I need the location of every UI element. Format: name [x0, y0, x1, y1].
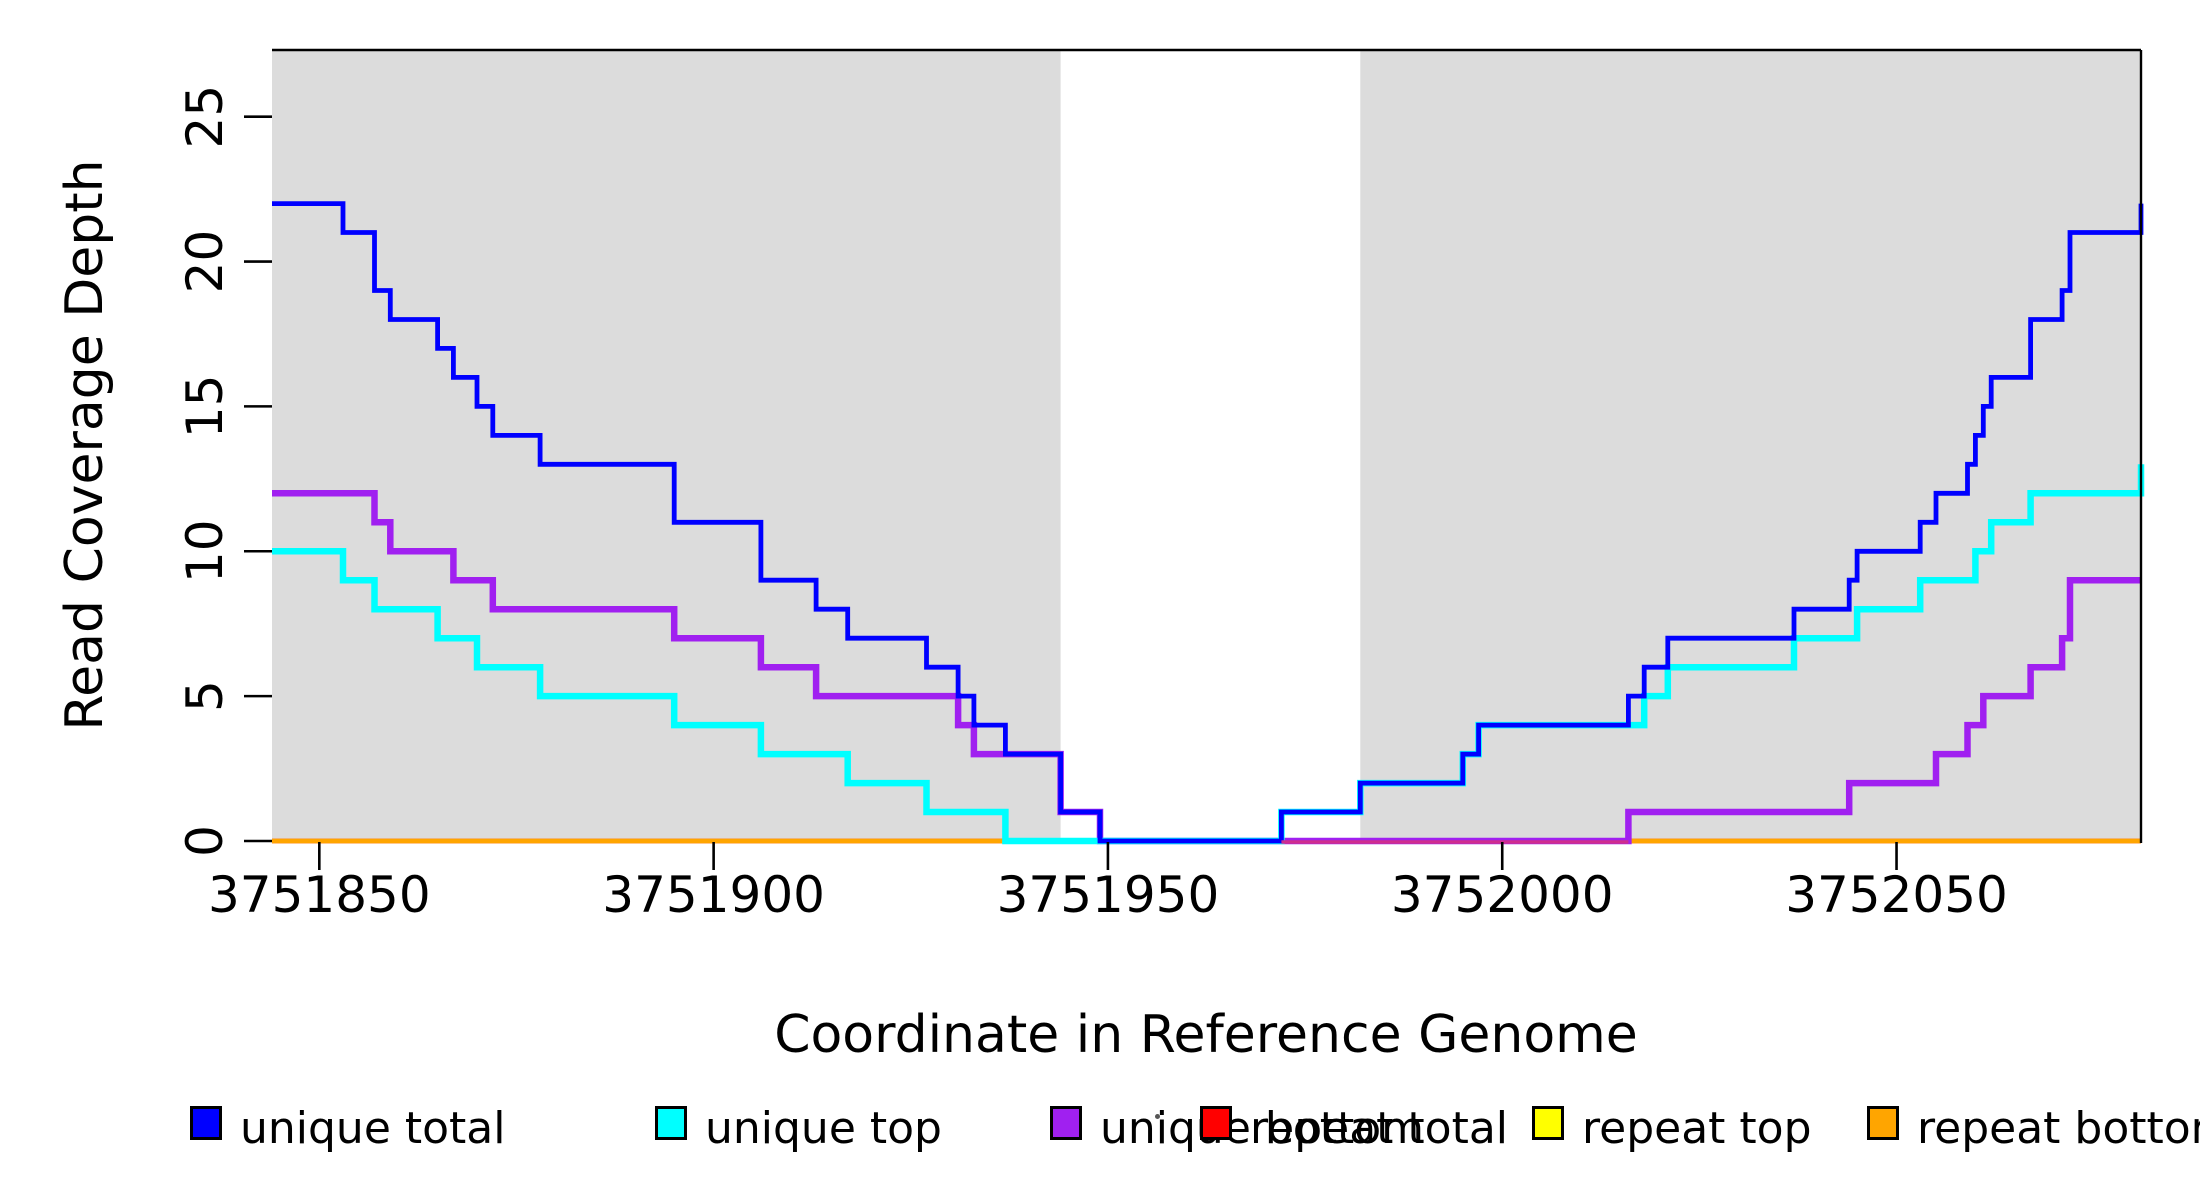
legend-label-repeat-top: repeat top — [1582, 1103, 1812, 1154]
y-tick-label: 20 — [176, 230, 234, 294]
y-tick-label: 10 — [176, 519, 234, 583]
legend-swatch-unique-top — [655, 1106, 687, 1140]
legend-label-unique-bottom: unique bottom — [1100, 1103, 1425, 1154]
x-tick-label: 3752050 — [1785, 866, 2008, 924]
legend-label-repeat-total: repeat total — [1250, 1103, 1509, 1154]
shaded-region-0 — [272, 50, 1061, 842]
y-axis-title: Read Coverage Depth — [55, 159, 115, 731]
legend-swatch-repeat-bottom — [1867, 1106, 1899, 1140]
legend-separator-dot — [1155, 1114, 1160, 1119]
legend-label-unique-top: unique top — [705, 1103, 942, 1154]
legend-swatch-repeat-total — [1200, 1106, 1232, 1140]
x-tick-label: 3752000 — [1391, 866, 1614, 924]
legend-label-unique-total: unique total — [240, 1103, 506, 1154]
y-tick-label: 5 — [176, 680, 234, 712]
shaded-region-1 — [1360, 50, 2141, 842]
series-line-unique-total — [272, 201, 2144, 844]
y-tick-label: 25 — [176, 85, 234, 149]
x-tick-label: 3751850 — [208, 866, 431, 924]
y-tick-label: 0 — [176, 825, 234, 857]
y-tick-label: 15 — [176, 375, 234, 439]
x-tick-label: 3751900 — [602, 866, 825, 924]
legend-swatch-unique-total — [190, 1106, 222, 1140]
legend-label-repeat-bottom: repeat bottom — [1917, 1103, 2200, 1154]
legend-swatch-unique-bottom — [1050, 1106, 1082, 1140]
x-tick-label: 3751950 — [997, 866, 1220, 924]
x-axis-title: Coordinate in Reference Genome — [774, 1005, 1638, 1065]
legend-swatch-repeat-top — [1532, 1106, 1564, 1140]
